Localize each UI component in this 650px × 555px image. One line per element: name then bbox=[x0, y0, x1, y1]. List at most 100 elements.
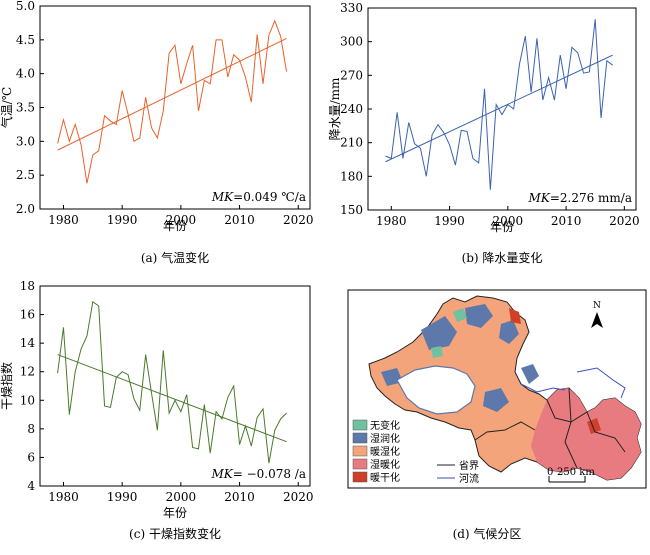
x-tick-label: 2000 bbox=[493, 214, 524, 228]
region-wetting-4 bbox=[483, 388, 509, 412]
trend-line bbox=[57, 38, 287, 151]
trend-line bbox=[385, 54, 613, 163]
y-tick-label: 18 bbox=[20, 279, 35, 293]
y-tick-label: 330 bbox=[340, 1, 363, 15]
province-border-2 bbox=[546, 399, 626, 453]
region-nochange-2 bbox=[431, 346, 443, 358]
precipitation-chart: 150 180 210 240 270 300 330 1980 1990 2000 2010 202… bbox=[328, 1, 640, 265]
mk-annotation: MK=2.276 mm/a bbox=[528, 191, 632, 205]
x-tick-label: 1990 bbox=[107, 213, 138, 227]
x-tick-label: 1990 bbox=[107, 490, 138, 504]
plot-frame bbox=[39, 5, 311, 210]
x-axis-label: 年份 bbox=[163, 506, 187, 520]
y-tick-label: 180 bbox=[340, 169, 363, 183]
trend-line bbox=[57, 354, 287, 443]
region-warmdry-1 bbox=[509, 308, 521, 324]
x-tick-label: 2010 bbox=[224, 213, 255, 227]
scale-zero: 0 bbox=[547, 467, 553, 478]
aridity-chart: 4 6 8 10 12 14 16 18 1980 1990 2000 2010 2020 年份 干燥指数 M… bbox=[0, 279, 314, 541]
panel-caption: (a) 气温变化 bbox=[141, 250, 209, 265]
legend-swatch bbox=[352, 419, 368, 431]
panel-c-aridity: 4 6 8 10 12 14 16 18 1980 1990 2000 2010 2020 年份 干燥指数 M… bbox=[0, 272, 325, 551]
north-arrow-icon: N bbox=[591, 301, 603, 328]
x-axis-label: 年份 bbox=[490, 220, 514, 234]
legend-label: 湿润化 bbox=[370, 432, 400, 445]
river-1 bbox=[576, 367, 626, 399]
scale-label: 250 km bbox=[557, 467, 595, 478]
panel-d-climate-zones: N 无变化 湿润化 暖湿化 湿暖化 暖干化 省界 河流 0 250 km (d) 气候分区 bbox=[325, 272, 650, 551]
series-line bbox=[57, 300, 287, 464]
y-tick-label: 2.0 bbox=[16, 202, 35, 216]
scale-bar: 0 250 km bbox=[547, 467, 595, 483]
y-tick-label: 300 bbox=[340, 35, 363, 49]
y-tick-label: 16 bbox=[20, 308, 35, 322]
x-tick-label: 2010 bbox=[551, 214, 582, 228]
x-tick-label: 1980 bbox=[48, 490, 79, 504]
legend-label: 暖干化 bbox=[370, 471, 400, 484]
legend-line-label: 省界 bbox=[459, 459, 479, 472]
y-tick-label: 3.0 bbox=[16, 134, 35, 148]
legend-label: 暖湿化 bbox=[370, 445, 400, 458]
x-tick-label: 2020 bbox=[283, 490, 314, 504]
region-wetting-5 bbox=[521, 364, 539, 384]
y-tick-label: 4 bbox=[27, 479, 35, 493]
y-tick-label: 8 bbox=[27, 422, 35, 436]
y-tick-label: 210 bbox=[340, 136, 363, 150]
y-tick-label: 12 bbox=[20, 365, 35, 379]
y-tick-label: 6 bbox=[27, 450, 35, 464]
y-tick-label: 150 bbox=[340, 203, 363, 217]
region-wetwarm bbox=[531, 388, 641, 480]
x-tick-label: 1980 bbox=[48, 213, 79, 227]
plot-frame bbox=[39, 285, 311, 487]
plot-frame bbox=[367, 7, 637, 211]
legend-swatch bbox=[352, 471, 368, 483]
legend-line-label: 河流 bbox=[459, 472, 479, 485]
y-tick-label: 4.0 bbox=[16, 67, 35, 81]
caption-d: (d) 气候分区 bbox=[453, 526, 522, 541]
x-tick-label: 1980 bbox=[376, 214, 407, 228]
series-line bbox=[57, 19, 288, 184]
y-tick-label: 4.5 bbox=[16, 33, 35, 47]
panel-caption: (c) 干燥指数变化 bbox=[129, 526, 221, 541]
river-2 bbox=[520, 383, 566, 393]
legend-swatch bbox=[352, 445, 368, 457]
legend-label: 无变化 bbox=[370, 419, 400, 432]
y-axis-label: 气温/℃ bbox=[0, 87, 14, 128]
region-wetting-2 bbox=[465, 304, 493, 328]
x-tick-label: 2000 bbox=[166, 490, 197, 504]
region-wetting-1 bbox=[421, 316, 457, 350]
province-border-3 bbox=[564, 387, 578, 469]
x-tick-label: 2010 bbox=[224, 490, 255, 504]
legend-label: 湿暖化 bbox=[370, 458, 400, 471]
legend-swatch bbox=[352, 432, 368, 444]
x-tick-label: 2020 bbox=[609, 214, 640, 228]
y-tick-label: 5.0 bbox=[16, 0, 35, 13]
y-axis-label: 干燥指数 bbox=[0, 362, 14, 410]
y-tick-label: 2.5 bbox=[16, 168, 35, 182]
x-tick-label: 1990 bbox=[434, 214, 465, 228]
panel-a-temperature: 2.0 2.5 3.0 3.5 4.0 4.5 5.0 1980 1990 2000 2010 202… bbox=[0, 0, 325, 272]
temperature-chart: 2.0 2.5 3.0 3.5 4.0 4.5 5.0 1980 1990 2000 2010 202… bbox=[0, 0, 314, 265]
panel-b-precipitation: 150 180 210 240 270 300 330 1980 1990 2000 2010 202… bbox=[325, 0, 650, 272]
x-axis-label: 年份 bbox=[163, 219, 187, 233]
y-axis-label: 降水量/mm bbox=[328, 77, 342, 140]
x-tick-label: 2000 bbox=[166, 213, 197, 227]
north-label: N bbox=[593, 301, 601, 311]
legend-swatch bbox=[352, 458, 368, 470]
panel-caption: (b) 降水量变化 bbox=[462, 250, 543, 265]
y-tick-label: 240 bbox=[340, 102, 363, 116]
y-tick-label: 3.5 bbox=[16, 101, 35, 115]
mk-annotation: MK=0.049 ℃/a bbox=[211, 190, 306, 204]
region-desert bbox=[396, 365, 476, 415]
province-border-1 bbox=[474, 421, 536, 441]
mk-annotation: MK= −0.078 /a bbox=[210, 467, 306, 481]
region-wetting-3 bbox=[499, 320, 519, 344]
y-tick-label: 270 bbox=[340, 68, 363, 82]
y-tick-label: 10 bbox=[20, 393, 35, 407]
y-tick-label: 14 bbox=[20, 336, 36, 350]
series-line bbox=[385, 19, 614, 190]
x-tick-label: 2020 bbox=[283, 213, 314, 227]
region-nochange-1 bbox=[453, 308, 467, 322]
